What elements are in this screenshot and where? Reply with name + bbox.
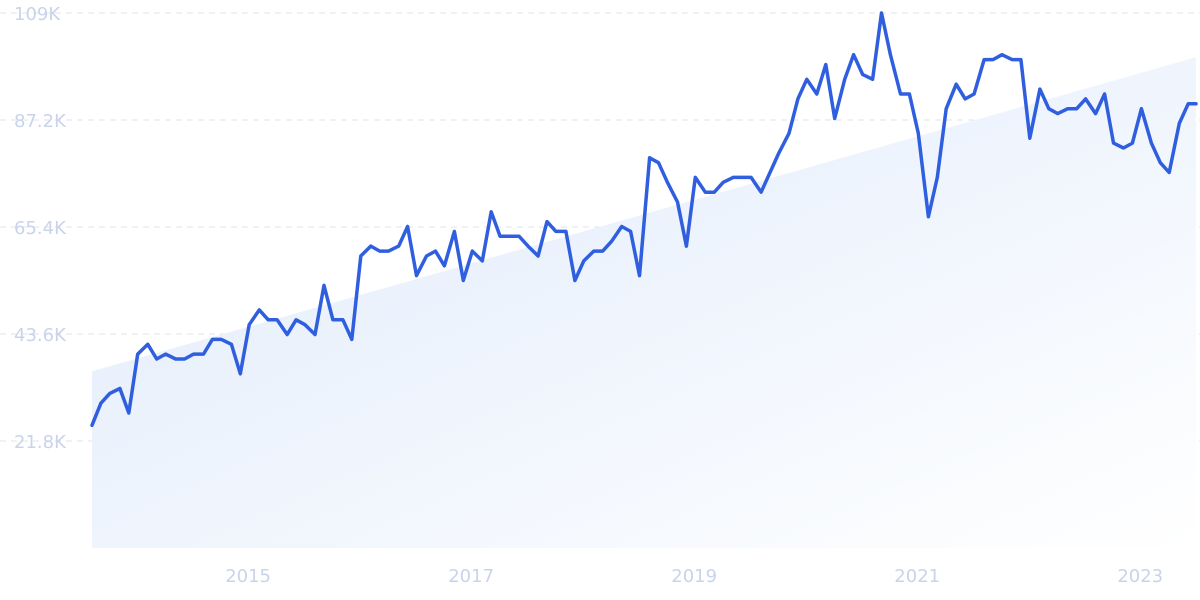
x-tick-label: 2023 [1117, 566, 1163, 587]
y-tick-label: 109K [14, 4, 61, 25]
series-line-group [90, 11, 1198, 428]
y-tick-label: 87.2K [14, 111, 67, 132]
series-line [90, 11, 1198, 428]
y-tick-label: 21.8K [14, 432, 67, 453]
x-tick-label: 2015 [225, 566, 271, 587]
x-tick-label: 2021 [894, 566, 940, 587]
x-tick-label: 2017 [448, 566, 494, 587]
y-tick-label: 43.6K [14, 325, 67, 346]
trend-area-fill [92, 57, 1196, 548]
y-axis-ticks: 109K 87.2K 65.4K 43.6K 21.8K [14, 4, 67, 453]
trend-area [92, 57, 1196, 548]
x-axis-ticks: 2015 2017 2019 2021 2023 [225, 566, 1163, 587]
y-tick-label: 65.4K [14, 218, 67, 239]
x-tick-label: 2019 [671, 566, 717, 587]
